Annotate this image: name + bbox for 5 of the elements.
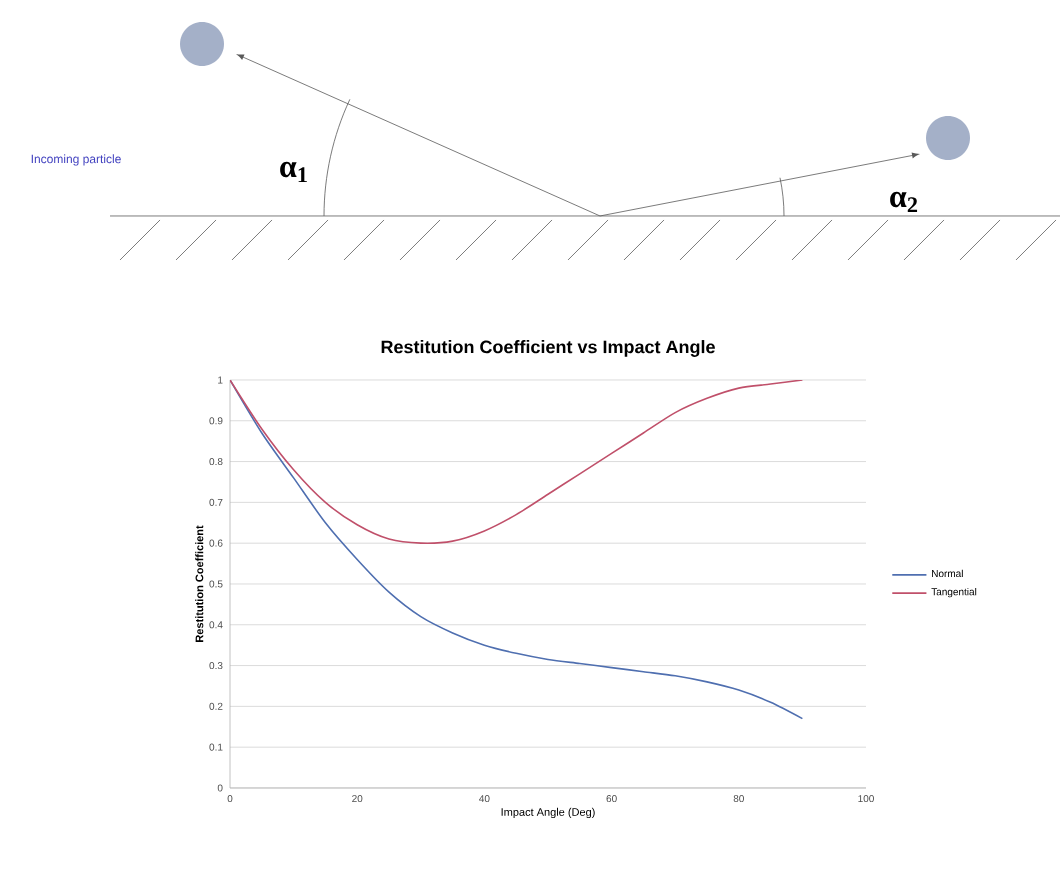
text: α$_{1}$ xyxy=(280,161,307,183)
chart-title: Restitution Coefficient vs Impact Angle xyxy=(381,340,715,357)
line-series xyxy=(230,379,804,720)
line-series xyxy=(230,379,804,545)
text: α$_{2}$ xyxy=(890,191,918,213)
